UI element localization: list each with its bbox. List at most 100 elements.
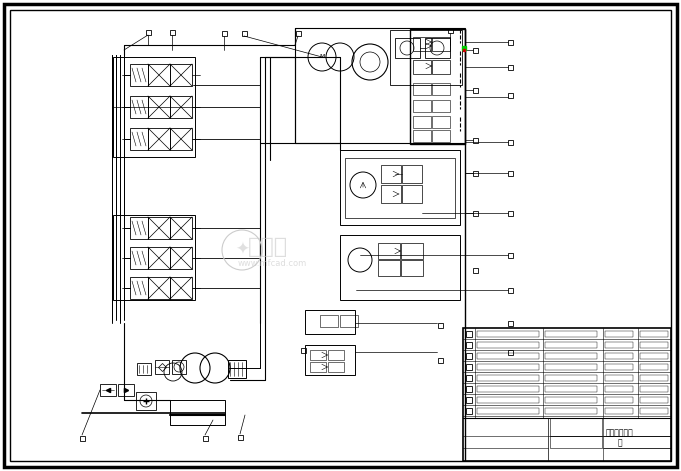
- Bar: [340, 150, 460, 225]
- Bar: [170, 96, 192, 118]
- Bar: [170, 400, 225, 425]
- Bar: [640, 375, 668, 381]
- Bar: [640, 342, 668, 348]
- Bar: [148, 247, 170, 269]
- Bar: [550, 436, 602, 448]
- Bar: [221, 31, 227, 35]
- Bar: [473, 171, 477, 176]
- Bar: [473, 138, 477, 143]
- Bar: [605, 397, 633, 403]
- Bar: [170, 128, 192, 150]
- Bar: [640, 364, 668, 370]
- Bar: [545, 408, 597, 414]
- Bar: [172, 360, 186, 374]
- Bar: [603, 436, 671, 448]
- Bar: [402, 165, 422, 183]
- Bar: [477, 353, 539, 359]
- Bar: [170, 217, 192, 239]
- Text: M: M: [319, 55, 325, 59]
- Bar: [466, 408, 472, 414]
- Bar: [130, 64, 148, 86]
- Bar: [477, 364, 539, 370]
- Bar: [603, 448, 671, 461]
- Bar: [473, 268, 477, 273]
- Bar: [466, 397, 472, 403]
- Bar: [473, 211, 477, 216]
- Bar: [130, 277, 148, 299]
- Bar: [148, 217, 170, 239]
- Bar: [310, 350, 326, 360]
- Bar: [170, 277, 192, 299]
- Bar: [328, 362, 344, 372]
- Bar: [148, 96, 170, 118]
- Bar: [463, 328, 671, 461]
- Bar: [507, 92, 513, 97]
- Bar: [310, 362, 326, 372]
- Bar: [640, 386, 668, 392]
- Bar: [130, 247, 148, 269]
- Bar: [148, 128, 170, 150]
- Bar: [507, 65, 513, 70]
- Bar: [148, 277, 170, 299]
- Bar: [80, 436, 84, 440]
- Bar: [507, 252, 513, 258]
- Bar: [477, 408, 539, 414]
- Bar: [432, 83, 450, 95]
- Bar: [320, 315, 338, 327]
- Bar: [413, 60, 431, 74]
- Bar: [378, 260, 400, 276]
- Bar: [340, 235, 460, 300]
- Bar: [432, 60, 450, 74]
- Text: ✦: ✦: [235, 241, 249, 259]
- Bar: [432, 130, 450, 142]
- Bar: [477, 386, 539, 392]
- Bar: [228, 360, 246, 378]
- Text: www.mfcad.com: www.mfcad.com: [238, 259, 306, 268]
- Bar: [402, 185, 422, 203]
- Bar: [507, 139, 513, 145]
- Bar: [507, 40, 513, 44]
- Bar: [170, 30, 174, 34]
- Bar: [340, 315, 358, 327]
- Bar: [432, 100, 450, 112]
- Bar: [640, 331, 668, 337]
- Bar: [545, 331, 597, 337]
- Bar: [477, 331, 539, 337]
- Bar: [170, 64, 192, 86]
- Bar: [413, 83, 431, 95]
- Bar: [507, 171, 513, 176]
- Bar: [413, 100, 431, 112]
- Bar: [432, 116, 450, 128]
- Bar: [300, 348, 306, 352]
- Bar: [545, 364, 597, 370]
- Bar: [413, 116, 431, 128]
- Bar: [136, 392, 156, 410]
- Bar: [410, 29, 465, 144]
- Bar: [381, 165, 401, 183]
- Bar: [466, 331, 472, 337]
- Bar: [401, 243, 423, 259]
- Text: 液压系统原理: 液压系统原理: [606, 428, 634, 437]
- Bar: [507, 287, 513, 292]
- Bar: [238, 435, 242, 439]
- Bar: [550, 418, 602, 436]
- Bar: [390, 30, 462, 85]
- Bar: [295, 28, 465, 143]
- Bar: [401, 260, 423, 276]
- Bar: [545, 397, 597, 403]
- Bar: [545, 386, 597, 392]
- Text: 沐风网: 沐风网: [248, 237, 288, 257]
- Bar: [328, 350, 344, 360]
- Bar: [640, 397, 668, 403]
- Text: 图: 图: [618, 438, 622, 447]
- Bar: [118, 384, 134, 396]
- Bar: [605, 353, 633, 359]
- Bar: [305, 310, 355, 334]
- Bar: [425, 38, 450, 58]
- Bar: [437, 323, 443, 327]
- Bar: [447, 27, 452, 32]
- Bar: [242, 31, 247, 35]
- Bar: [113, 215, 195, 300]
- Bar: [413, 37, 431, 51]
- Bar: [605, 375, 633, 381]
